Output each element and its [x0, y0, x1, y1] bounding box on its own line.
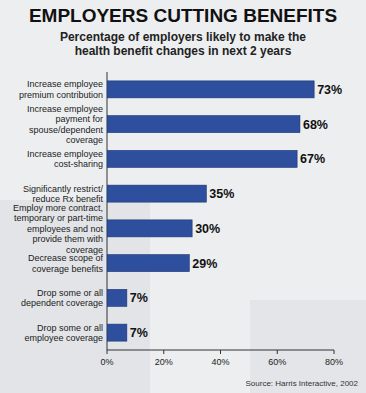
data-label: 7%: [130, 326, 148, 340]
x-tick: [107, 350, 108, 354]
x-tick: [277, 350, 278, 354]
x-tick-label: 0%: [100, 357, 113, 367]
x-tick-label: 40%: [211, 357, 229, 367]
page: {"chart_data": {"type": "bar", "orientat…: [0, 0, 366, 393]
subtitle: Percentage of employers likely to make t…: [60, 30, 306, 58]
category-label: Drop some or allemployee coverage: [24, 323, 103, 344]
bar: [107, 255, 189, 272]
bar: [107, 116, 300, 133]
bar: [107, 81, 314, 98]
data-label: 35%: [209, 187, 234, 201]
bar: [107, 185, 206, 202]
x-tick-label: 60%: [268, 357, 286, 367]
x-tick: [220, 350, 221, 354]
bars: [107, 81, 314, 341]
source: Source: Harris Interactive, 2002: [246, 379, 359, 388]
category-label: Drop some or alldependent coverage: [21, 288, 103, 309]
x-tick-label: 80%: [325, 357, 343, 367]
x-tick: [334, 350, 335, 354]
bar: [107, 150, 297, 167]
category-label: Increase employeepremium contribution: [19, 79, 103, 100]
background: [0, 0, 366, 393]
bar: [107, 220, 192, 237]
category-label: Significantly restrict/reduce Rx benefit: [23, 184, 104, 205]
category-label: Employ more contract,temporary or part-t…: [13, 203, 104, 255]
data-label: 68%: [303, 118, 328, 132]
data-label: 67%: [300, 152, 325, 166]
x-tick: [163, 350, 164, 354]
bar: [107, 289, 127, 306]
data-label: 30%: [195, 222, 220, 236]
data-label: 29%: [192, 257, 217, 271]
category-label: Decrease scope ofcoverage benefits: [28, 253, 104, 274]
title: EMPLOYERS CUTTING BENEFITS: [29, 5, 337, 26]
data-label: 73%: [317, 83, 342, 97]
y-axis-line: [107, 72, 108, 350]
data-label: 7%: [130, 291, 148, 305]
x-tick-label: 20%: [155, 357, 173, 367]
category-label: Increase employeepayment forspouse/depen…: [27, 104, 104, 146]
category-label: Increase employeecost-sharing: [27, 149, 103, 170]
bar: [107, 324, 127, 341]
chart: EMPLOYERS CUTTING BENEFITS Percentage of …: [0, 0, 366, 393]
